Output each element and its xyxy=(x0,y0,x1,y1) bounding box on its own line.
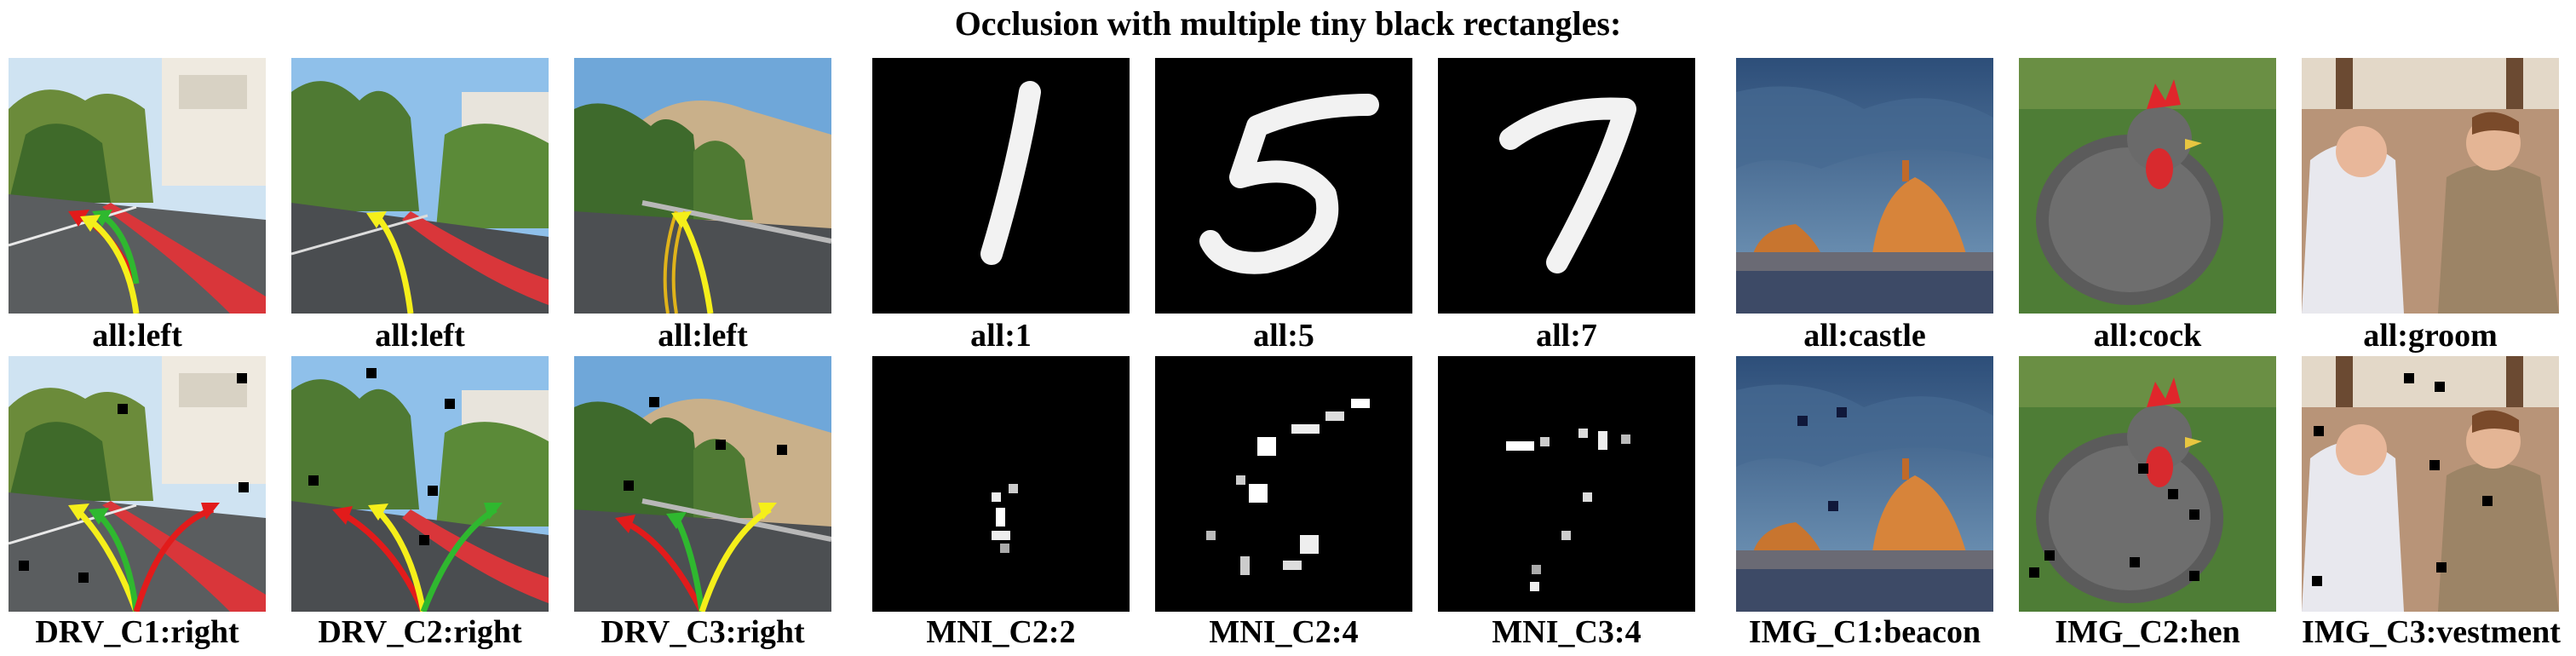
image-mnist-7-original xyxy=(1438,58,1695,314)
image-groom-occluded xyxy=(2302,356,2559,612)
caption-bottom-6: MNI_C3:4 xyxy=(1492,614,1642,650)
caption-bottom-5: MNI_C2:4 xyxy=(1209,614,1359,650)
caption-bottom-9: IMG_C3:vestment xyxy=(2302,614,2561,650)
image-mnist-5-original xyxy=(1155,58,1412,314)
image-mnist-4-occluded xyxy=(1155,356,1412,612)
caption-top-6: all:7 xyxy=(1536,318,1597,354)
image-mnist-7-occluded xyxy=(1438,356,1695,612)
image-mnist-1-original xyxy=(872,58,1130,314)
caption-top-9: all:groom xyxy=(2363,318,2498,354)
image-groom-original xyxy=(2302,58,2559,314)
image-driving-3-original xyxy=(574,58,831,314)
caption-bottom-7: IMG_C1:beacon xyxy=(1748,614,1981,650)
image-mnist-1-occluded xyxy=(872,356,1130,612)
caption-top-4: all:1 xyxy=(970,318,1032,354)
caption-top-5: all:5 xyxy=(1253,318,1314,354)
image-driving-3-occluded xyxy=(574,356,831,612)
caption-top-8: all:cock xyxy=(2093,318,2202,354)
caption-top-7: all:castle xyxy=(1803,318,1926,354)
caption-top-1: all:left xyxy=(92,318,182,354)
image-driving-2-occluded xyxy=(291,356,549,612)
caption-top-3: all:left xyxy=(658,318,748,354)
image-castle-occluded xyxy=(1736,356,1993,612)
image-driving-2-original xyxy=(291,58,549,314)
caption-bottom-2: DRV_C2:right xyxy=(318,614,522,650)
caption-top-2: all:left xyxy=(375,318,465,354)
image-driving-1-occluded xyxy=(9,356,266,612)
caption-bottom-8: IMG_C2:hen xyxy=(2055,614,2240,650)
caption-bottom-4: MNI_C2:2 xyxy=(926,614,1076,650)
image-cock-original xyxy=(2019,58,2276,314)
caption-bottom-3: DRV_C3:right xyxy=(601,614,805,650)
caption-bottom-1: DRV_C1:right xyxy=(35,614,239,650)
image-castle-original xyxy=(1736,58,1993,314)
figure-title: Occlusion with multiple tiny black recta… xyxy=(954,4,1622,43)
image-cock-occluded xyxy=(2019,356,2276,612)
image-driving-1-original xyxy=(9,58,266,314)
